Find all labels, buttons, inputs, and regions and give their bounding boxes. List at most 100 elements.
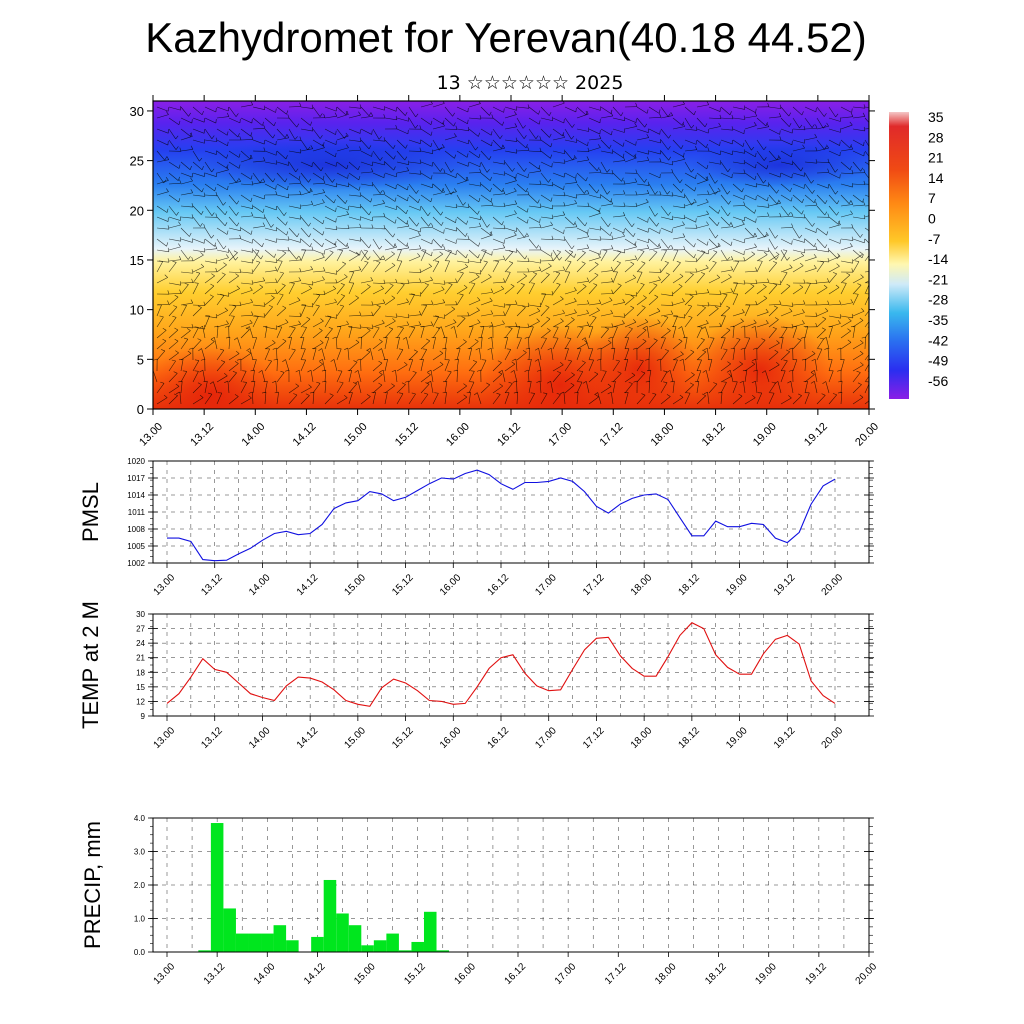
wind-barb-feather	[451, 306, 455, 310]
wind-barb	[456, 396, 468, 405]
wind-barb-feather	[318, 328, 323, 331]
wind-barb-feather	[465, 232, 468, 237]
wind-barb-feather	[224, 373, 228, 377]
wind-barb-feather	[323, 142, 325, 147]
precip-bar	[198, 950, 211, 952]
wind-barb	[180, 172, 193, 178]
y-tick-label: 3.0	[134, 848, 146, 857]
wind-barb	[672, 216, 685, 220]
wind-barb-feather	[344, 347, 349, 350]
wind-barb-feather	[299, 136, 302, 141]
wind-barb	[492, 304, 505, 308]
wind-barb	[684, 161, 692, 173]
wind-barb-feather	[546, 328, 551, 331]
wind-barb-feather	[700, 272, 705, 275]
wind-barb-feather	[398, 348, 403, 350]
wind-barb-feather	[478, 153, 481, 158]
wind-barb-feather	[602, 370, 607, 372]
wind-barb-feather	[201, 188, 204, 193]
wind-barb-feather	[428, 263, 432, 267]
wind-barb-feather	[850, 210, 853, 215]
wind-barb	[780, 327, 788, 339]
wind-barb	[586, 381, 590, 394]
wind-barb-feather	[571, 372, 575, 376]
wind-barb	[228, 106, 237, 117]
wind-barb	[704, 326, 710, 339]
wind-barb-feather	[197, 382, 202, 385]
wind-barb-feather	[383, 225, 386, 230]
wind-barb-feather	[418, 245, 422, 249]
wind-barb	[372, 322, 385, 328]
wind-barb-feather	[382, 299, 386, 304]
wind-barb	[444, 392, 447, 405]
wind-barb	[816, 348, 823, 361]
wind-barb-feather	[717, 242, 721, 247]
wind-barb	[468, 117, 481, 120]
wind-barb-feather	[370, 277, 374, 281]
wind-barb-feather	[215, 313, 218, 318]
wind-barb-feather	[358, 111, 361, 116]
wind-barb-feather	[236, 285, 240, 289]
x-tick-label: 19.12	[804, 961, 830, 987]
wind-barb-feather	[165, 177, 169, 181]
wind-barb	[660, 313, 673, 317]
wind-barb-feather	[478, 242, 481, 247]
wind-barb-feather	[383, 190, 386, 195]
wind-barb	[552, 372, 561, 383]
wind-barb	[624, 293, 637, 297]
wind-barb	[804, 238, 815, 247]
wind-barb	[744, 139, 752, 151]
wind-barb-feather	[478, 197, 481, 202]
wind-barb-feather	[515, 322, 518, 327]
wind-barb	[312, 279, 325, 284]
wind-barb	[468, 226, 481, 229]
wind-barb-feather	[743, 169, 746, 174]
wind-barb-feather	[690, 382, 694, 385]
wind-barb-field	[153, 101, 869, 405]
wind-barb-feather	[609, 144, 612, 149]
wind-barb	[384, 297, 396, 306]
wind-barb	[360, 262, 369, 273]
wind-barb-feather	[695, 290, 698, 295]
wind-barb-feather	[683, 152, 685, 157]
wind-barb-feather	[490, 288, 494, 293]
wind-barb-feather	[597, 347, 602, 350]
wind-barb-feather	[728, 373, 732, 377]
wind-barb	[504, 106, 517, 111]
wind-barb-feather	[477, 254, 480, 259]
wind-barb	[312, 216, 323, 225]
wind-barb	[684, 172, 696, 179]
wind-barb-feather	[262, 178, 266, 183]
wind-barb-feather	[188, 347, 193, 350]
wind-barb	[384, 216, 396, 224]
wind-barb-feather	[701, 326, 706, 330]
wind-barb-feather	[671, 291, 674, 296]
wind-barb	[708, 216, 718, 226]
wind-barb	[648, 310, 661, 317]
wind-barb	[300, 386, 312, 394]
wind-barb-feather	[679, 273, 684, 277]
wind-barb	[552, 269, 565, 273]
wind-barb	[264, 205, 277, 211]
wind-barb-feather	[323, 113, 326, 118]
wind-barb-feather	[646, 133, 650, 138]
wind-barb	[156, 139, 169, 146]
wind-barb	[852, 384, 862, 394]
wind-barb	[513, 370, 518, 383]
wind-barb-feather	[346, 144, 349, 148]
wind-barb	[780, 370, 786, 383]
wind-barb	[636, 128, 649, 133]
wind-barb-feather	[167, 225, 170, 230]
wind-barb-feather	[857, 283, 862, 286]
wind-barb	[696, 238, 708, 246]
wind-barb-feather	[285, 155, 288, 160]
wind-barb	[660, 128, 669, 139]
wind-barb-feather	[586, 277, 590, 282]
wind-barb	[576, 159, 589, 163]
wind-barb-feather	[273, 358, 278, 361]
wind-barb	[864, 194, 869, 197]
wind-barb	[564, 117, 573, 128]
wind-barb-feather	[380, 190, 383, 194]
wind-barb-feather	[704, 123, 708, 128]
